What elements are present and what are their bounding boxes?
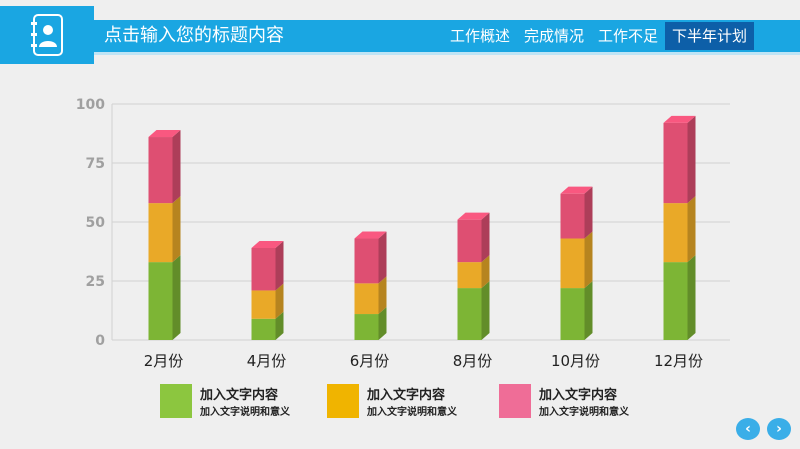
bar-side <box>378 307 387 340</box>
bar-segment <box>457 288 482 340</box>
nav-tab-overview[interactable]: 工作概述 <box>449 27 510 45</box>
bar-side <box>378 276 387 315</box>
x-tick-label: 6月份 <box>350 352 390 370</box>
bar-side <box>584 281 593 340</box>
y-tick-label: 75 <box>86 156 105 172</box>
legend-title-2: 加入文字内容 <box>367 388 446 403</box>
bar-segment <box>560 193 585 239</box>
legend-swatch-1 <box>160 384 192 418</box>
page-title: 点击输入您的标题内容 <box>104 25 284 46</box>
bar-segment <box>663 203 688 263</box>
legend-desc-1: 加入文字说明和意义 <box>200 407 290 418</box>
legend-title-3: 加入文字内容 <box>539 388 618 403</box>
bar-segment <box>148 203 173 263</box>
bar-top <box>560 186 593 194</box>
nav-tab-completion[interactable]: 完成情况 <box>523 27 584 45</box>
bar-side <box>172 196 181 263</box>
bar-segment <box>560 288 585 340</box>
header-underline <box>0 52 800 55</box>
x-tick-label: 12月份 <box>654 352 703 370</box>
y-tick-label: 50 <box>86 215 106 231</box>
contact-book-icon <box>31 14 63 56</box>
y-tick-label: 100 <box>76 97 105 113</box>
legend-swatch-3 <box>499 384 531 418</box>
bar-side <box>584 231 593 289</box>
bar-side <box>687 196 696 263</box>
nav-tab-plan[interactable]: 下半年计划 <box>664 22 754 50</box>
bar-segment <box>354 314 379 340</box>
bar-segment <box>251 290 276 319</box>
bar-side <box>275 240 284 291</box>
bar-side <box>172 130 181 204</box>
x-tick-label: 2月份 <box>144 352 184 370</box>
bar-side <box>584 186 593 239</box>
bar-side <box>275 311 284 340</box>
legend-swatch-2 <box>327 384 359 418</box>
stacked-bar-chart: 0 25 50 75 100 2月份 4月份 6月份 8月份 10月份 12月份 <box>76 97 730 370</box>
bar-top <box>251 240 284 248</box>
bar-top <box>663 115 696 123</box>
chevron-right-icon: › <box>776 421 782 437</box>
legend-title-1: 加入文字内容 <box>200 388 279 403</box>
bar-segment <box>663 122 688 204</box>
chevron-left-icon: ‹ <box>745 421 751 437</box>
bar-segment <box>251 318 276 340</box>
bar-segment <box>457 219 482 263</box>
bar-top <box>148 130 181 138</box>
next-slide-button[interactable]: › <box>767 418 791 440</box>
logo <box>0 6 94 64</box>
bar-segment <box>148 262 173 340</box>
x-tick-label: 4月份 <box>247 352 287 370</box>
bar-segment <box>663 262 688 340</box>
y-tick-label: 25 <box>86 274 105 290</box>
prev-slide-button[interactable]: ‹ <box>736 418 760 440</box>
bar-top <box>354 231 387 239</box>
bar-side <box>275 283 284 319</box>
x-tick-label: 8月份 <box>453 352 493 370</box>
x-tick-label: 10月份 <box>551 352 600 370</box>
bar-side <box>687 255 696 340</box>
nav-tab-shortcomings[interactable]: 工作不足 <box>597 27 658 45</box>
bar-segment <box>251 247 276 291</box>
bar-segment <box>354 238 379 284</box>
legend-desc-3: 加入文字说明和意义 <box>539 407 629 418</box>
bar-segment <box>560 238 585 289</box>
bar-side <box>687 115 696 204</box>
top-nav: 工作概述 完成情况 工作不足 下半年计划 <box>443 22 754 50</box>
legend-desc-2: 加入文字说明和意义 <box>367 407 457 418</box>
bar-segment <box>148 137 173 204</box>
y-tick-label: 0 <box>95 333 105 349</box>
bar-side <box>481 212 490 263</box>
bar-segment <box>354 283 379 315</box>
bar-top <box>457 212 490 220</box>
bar-side <box>172 255 181 340</box>
bar-side <box>481 281 490 340</box>
bar-side <box>481 255 490 289</box>
bar-segment <box>457 262 482 289</box>
bar-side <box>378 231 387 284</box>
